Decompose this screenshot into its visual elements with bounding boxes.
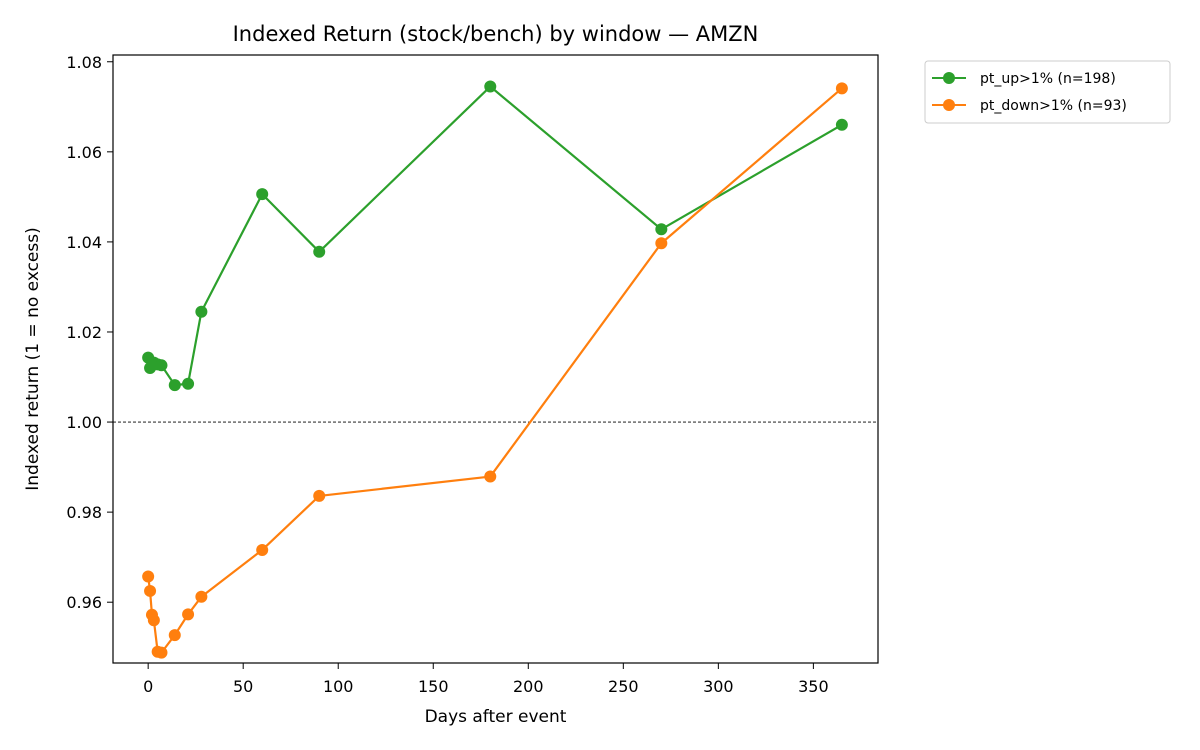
y-tick-label: 0.98 — [66, 503, 102, 522]
data-point — [835, 118, 848, 131]
x-tick-label: 250 — [608, 677, 639, 696]
y-tick-label: 0.96 — [66, 593, 102, 612]
data-point — [155, 646, 168, 659]
y-axis: 0.96 0.98 1.00 1.02 1.04 1.06 1.08 — [66, 53, 113, 612]
data-point — [313, 245, 326, 258]
x-axis-title: Days after event — [425, 707, 567, 727]
data-point — [256, 543, 269, 556]
y-tick-label: 1.00 — [66, 413, 102, 432]
legend-label-down: pt_down>1% (n=93) — [980, 98, 1127, 114]
y-tick-label: 1.08 — [66, 53, 102, 72]
plot-frame — [112, 54, 879, 664]
y-tick-label: 1.02 — [66, 323, 102, 342]
x-tick-label: 150 — [418, 677, 449, 696]
y-axis-title: Indexed return (1 = no excess) — [23, 227, 43, 490]
x-tick-label: 300 — [703, 677, 734, 696]
data-point — [484, 470, 497, 483]
data-point — [182, 608, 195, 621]
series-1 — [142, 82, 848, 659]
data-point — [144, 584, 157, 597]
legend-label-up: pt_up>1% (n=198) — [980, 71, 1116, 87]
data-point — [155, 359, 168, 372]
y-tick-label: 1.06 — [66, 143, 102, 162]
data-point — [147, 614, 160, 627]
data-point — [835, 82, 848, 95]
data-point — [168, 629, 181, 642]
x-tick-label: 50 — [233, 677, 253, 696]
x-tick-label: 350 — [798, 677, 829, 696]
chart-title: Indexed Return (stock/bench) by window —… — [233, 22, 759, 46]
x-axis: 0 50 100 150 200 250 300 350 — [143, 663, 829, 696]
data-point — [313, 489, 326, 502]
y-tick-label: 1.04 — [66, 233, 102, 252]
legend-marker-up — [943, 72, 955, 84]
legend: pt_up>1% (n=198) pt_down>1% (n=93) — [924, 60, 1171, 124]
data-point — [655, 223, 668, 236]
x-tick-label: 0 — [143, 677, 153, 696]
x-tick-label: 100 — [323, 677, 354, 696]
data-point — [182, 377, 195, 390]
data-point — [195, 305, 208, 318]
series-0 — [142, 80, 848, 392]
x-tick-label: 200 — [513, 677, 544, 696]
data-point — [195, 590, 208, 603]
legend-box — [924, 60, 1171, 124]
data-point — [168, 379, 181, 392]
data-point — [256, 188, 269, 201]
data-point — [484, 80, 497, 93]
series-layer — [142, 80, 848, 659]
data-point — [142, 570, 155, 583]
legend-marker-down — [943, 99, 955, 111]
data-point — [655, 237, 668, 250]
